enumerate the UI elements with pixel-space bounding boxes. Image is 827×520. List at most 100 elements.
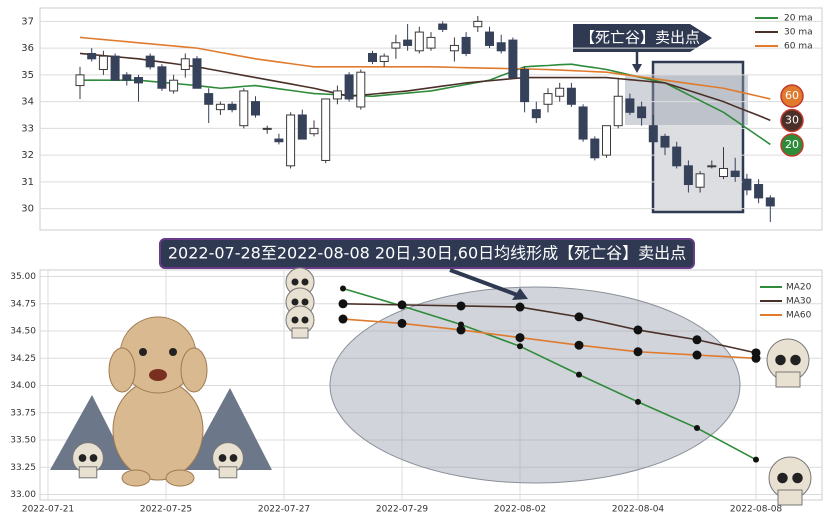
period-badge <box>780 84 804 108</box>
pyramid <box>50 395 130 470</box>
skull-eye <box>229 454 238 462</box>
y-tick-label: 34.75 <box>10 299 36 309</box>
bottom-frame <box>39 269 823 501</box>
data-point <box>515 302 525 312</box>
candle-body <box>344 74 354 100</box>
candle-body <box>566 87 576 105</box>
data-point <box>692 335 702 345</box>
data-point <box>576 371 582 378</box>
top-frame <box>39 7 823 231</box>
skull-eye <box>301 316 309 324</box>
data-point <box>456 301 466 311</box>
candle-body <box>754 184 764 199</box>
y-tick-label: 37 <box>21 16 34 27</box>
legend-label: MA20 <box>786 283 812 293</box>
candle-body <box>321 98 331 161</box>
ma-line <box>342 302 757 354</box>
candle-body <box>590 138 600 159</box>
skulls <box>72 267 812 506</box>
candle-body <box>332 90 342 100</box>
ma-line <box>79 36 771 100</box>
candle-body <box>87 52 97 60</box>
y-tick-label: 35 <box>21 70 34 81</box>
skull-eye <box>790 354 801 366</box>
y-tick-label: 31 <box>21 177 34 188</box>
candle-body <box>496 42 506 52</box>
candle-body <box>204 93 214 105</box>
candle-body <box>98 55 108 71</box>
skull-eye <box>301 298 309 306</box>
period-label: 20 <box>785 138 799 151</box>
data-point <box>633 347 643 357</box>
y-tick-label: 30 <box>21 204 34 215</box>
dog-mouth <box>149 369 167 381</box>
x-tick-label: 2022-08-08 <box>730 505 783 515</box>
candle-body <box>625 98 635 113</box>
period-badge <box>780 108 804 133</box>
candle-body <box>309 127 319 135</box>
x-tick-label: 2022-07-25 <box>140 505 192 515</box>
candle-body <box>286 114 296 167</box>
candle-body <box>145 55 155 68</box>
arrow-head <box>512 288 528 300</box>
candle-body <box>192 58 202 89</box>
candle-body <box>695 173 705 188</box>
candle-body <box>426 36 436 49</box>
skull-eye <box>291 298 299 306</box>
data-point <box>574 340 584 350</box>
annotation: 【死亡谷】卖出点 <box>580 29 700 47</box>
data-point <box>633 325 643 335</box>
y-tick-label: 33.75 <box>10 408 36 418</box>
skull-eye <box>792 472 803 484</box>
skull-jaw <box>78 466 98 479</box>
candle-body <box>520 69 530 103</box>
skull-eye <box>301 278 309 286</box>
dog <box>108 316 208 487</box>
skull-eye <box>777 472 788 484</box>
candle-body <box>485 31 494 46</box>
annotation-box <box>573 24 712 52</box>
dog-eye <box>139 348 147 356</box>
y-tick-label: 36 <box>21 43 34 54</box>
x-tick-label: 2022-08-04 <box>612 505 665 515</box>
candle-body <box>274 138 284 143</box>
ma-line <box>342 287 757 461</box>
period-badge <box>780 133 804 157</box>
skull-eye <box>78 454 87 462</box>
candle-body <box>215 103 225 111</box>
data-point <box>751 353 761 363</box>
candle-body <box>75 74 85 87</box>
candle-body <box>660 135 670 148</box>
period-label: 60 <box>785 89 799 102</box>
candle-body <box>403 39 413 46</box>
data-point <box>397 300 407 310</box>
candle-body <box>157 66 167 89</box>
pyramid <box>185 388 272 470</box>
illustration <box>50 268 741 487</box>
candle-body <box>765 197 775 207</box>
candle-body <box>251 101 260 116</box>
x-tick-label: 2022-07-27 <box>258 505 310 515</box>
candle-body <box>742 178 752 191</box>
candle-body <box>719 167 728 178</box>
candle-body <box>508 39 518 79</box>
y-tick-label: 33.25 <box>10 463 36 473</box>
x-tick-label: 2022-08-02 <box>494 505 546 515</box>
data-point <box>338 299 348 309</box>
candle-body <box>438 23 448 30</box>
candle-body <box>297 114 307 140</box>
legend-label: MA60 <box>786 311 812 321</box>
skull-jaw <box>218 466 238 479</box>
skull-eye <box>89 454 98 462</box>
candle-body <box>262 127 272 130</box>
highlight-ellipse <box>329 286 741 484</box>
arrow <box>449 268 521 298</box>
y-tick-label: 33.00 <box>10 490 36 500</box>
data-point <box>574 312 584 322</box>
legend-label: MA30 <box>786 297 812 307</box>
candle-body <box>555 87 565 97</box>
skull-eye <box>218 454 227 462</box>
y-tick-label: 33.50 <box>10 436 36 446</box>
data-point <box>635 398 641 405</box>
